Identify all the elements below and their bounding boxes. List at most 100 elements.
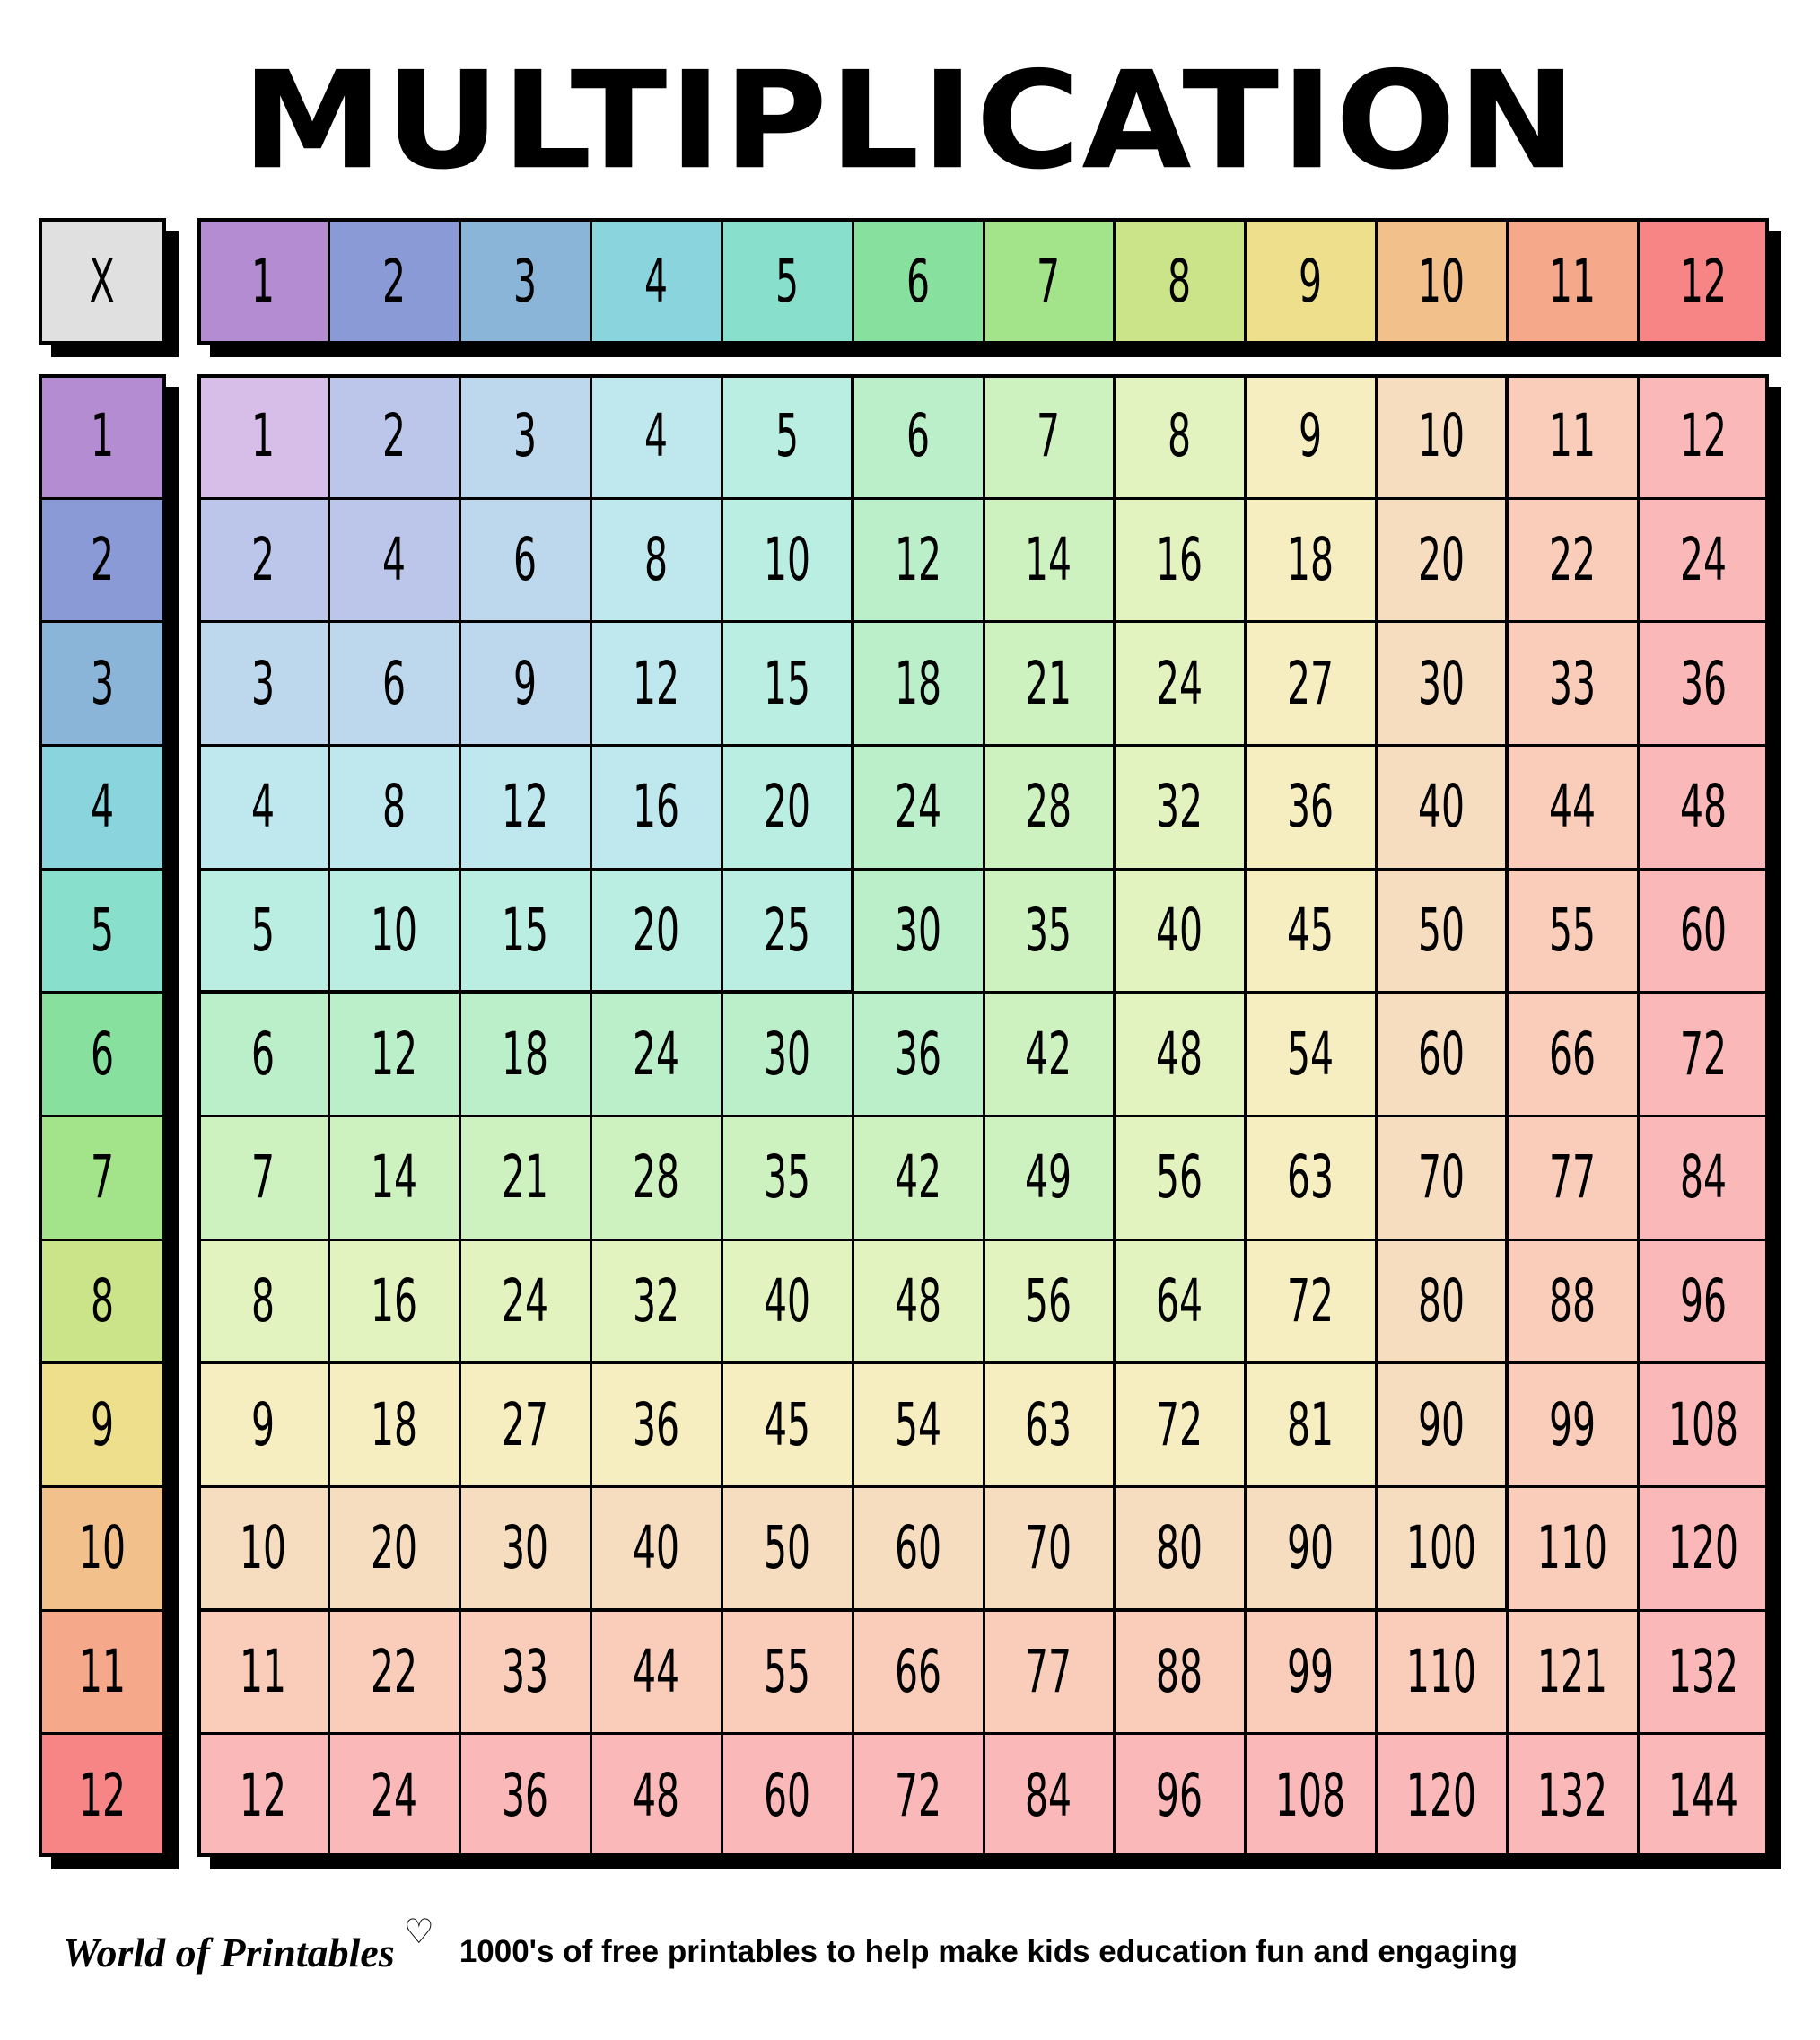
table-cell-value: 6	[250, 1019, 275, 1089]
table-cell: 6	[852, 374, 984, 498]
table-cell-value: 4	[643, 401, 668, 471]
table-row-divider	[197, 1115, 1769, 1117]
table-cell-value: 22	[1549, 524, 1597, 594]
table-cell-value: 40	[1418, 772, 1466, 842]
table-cell: 18	[1245, 497, 1377, 622]
table-cell-value: 21	[501, 1143, 548, 1213]
corner-cell-value: X	[89, 247, 116, 316]
table-cell-value: 108	[1275, 1760, 1346, 1830]
table-cell-value: 20	[632, 895, 679, 965]
header-divider	[1637, 218, 1641, 345]
table-cell: 30	[852, 868, 984, 993]
table-cell-value: 16	[632, 772, 679, 842]
header-divider	[1244, 218, 1247, 345]
table-cell-value: 18	[1287, 524, 1334, 594]
table-cell: 33	[459, 1609, 591, 1734]
table-cell-value: 84	[1679, 1143, 1728, 1213]
table-cell: 28	[983, 745, 1115, 869]
table-cell-value: 40	[763, 1265, 810, 1335]
table-cell-value: 60	[1418, 1019, 1466, 1089]
table-cell-value: 24	[894, 772, 941, 842]
table-cell-value: 24	[1679, 524, 1728, 594]
table-cell-value: 21	[1025, 648, 1072, 718]
table-cell: 48	[1638, 745, 1769, 869]
table-cell-value: 32	[1156, 772, 1203, 842]
table-cell: 10	[1376, 374, 1508, 498]
heart-icon: ♡	[403, 1912, 434, 1951]
table-cell: 10	[197, 1486, 328, 1610]
row-header-9-value: 9	[90, 1389, 115, 1459]
table-cell-value: 55	[763, 1636, 810, 1706]
label-row-divider	[39, 1238, 166, 1241]
table-cell-value: 40	[1156, 895, 1203, 965]
column-header-2: 2	[328, 218, 459, 345]
table-cell: 33	[1507, 621, 1639, 745]
table-cell-value: 60	[894, 1513, 941, 1583]
table-row-divider	[197, 1361, 1769, 1365]
table-cell-value: 70	[1025, 1513, 1072, 1583]
column-header-5: 5	[721, 218, 853, 345]
header-border	[197, 218, 1769, 345]
table-cell: 4	[590, 374, 722, 498]
table-cell: 24	[852, 745, 984, 869]
table-cell: 11	[1507, 374, 1639, 498]
table-cell-value: 99	[1287, 1636, 1334, 1706]
table-cell-value: 4	[250, 772, 275, 842]
table-cell: 55	[1507, 868, 1639, 993]
table-cell-value: 72	[1679, 1019, 1728, 1089]
table-cell: 6	[459, 497, 591, 622]
table-cell-value: 32	[632, 1265, 679, 1335]
row-header-2: 2	[39, 497, 166, 622]
table-cell: 3	[459, 374, 591, 498]
table-cell-value: 72	[894, 1760, 941, 1830]
table-cell: 11	[197, 1609, 328, 1734]
row-header-10-value: 10	[78, 1513, 127, 1583]
table-cell: 20	[328, 1486, 459, 1610]
table-cell-value: 36	[1287, 772, 1334, 842]
table-cell-value: 48	[632, 1760, 679, 1830]
table-cell-value: 45	[1287, 895, 1334, 965]
table-cell: 108	[1638, 1362, 1769, 1486]
table-cell: 99	[1245, 1609, 1377, 1734]
label-row-divider	[39, 620, 166, 624]
header-divider	[1113, 218, 1116, 345]
table-row-divider	[197, 496, 1769, 500]
table-cell: 64	[1114, 1239, 1246, 1363]
table-cell: 30	[459, 1486, 591, 1610]
table-cell: 63	[1245, 1116, 1377, 1239]
table-cell: 6	[197, 992, 328, 1116]
table-cell-value: 11	[1549, 401, 1597, 471]
table-cell-value: 90	[1418, 1389, 1466, 1459]
table-cell: 144	[1638, 1733, 1769, 1857]
table-cell-value: 132	[1537, 1760, 1608, 1830]
table-cell-value: 35	[763, 1143, 810, 1213]
table-row-divider	[197, 991, 1769, 994]
table-cell-value: 33	[501, 1636, 548, 1706]
table-cell: 40	[1376, 745, 1508, 869]
row-header-2-value: 2	[90, 524, 115, 594]
row-header-7: 7	[39, 1116, 166, 1239]
table-cell-value: 27	[501, 1389, 548, 1459]
table-cell-value: 60	[1679, 895, 1728, 965]
column-header-5-value: 5	[774, 247, 799, 316]
table-cell-value: 90	[1287, 1513, 1334, 1583]
table-cell-value: 7	[1037, 401, 1061, 471]
table-cell-value: 12	[894, 524, 941, 594]
column-header-6-value: 6	[906, 247, 930, 316]
table-cell-value: 20	[763, 772, 810, 842]
table-cell-value: 24	[632, 1019, 679, 1089]
table-cell-value: 42	[894, 1143, 941, 1213]
label-row-divider	[39, 744, 166, 747]
table-cell-value: 48	[1679, 772, 1728, 842]
table-cell: 10	[721, 497, 853, 622]
table-cell-value: 18	[894, 648, 941, 718]
table-cell-value: 9	[250, 1389, 275, 1459]
row-header-5: 5	[39, 868, 166, 993]
table-cell: 88	[1114, 1609, 1246, 1734]
table-cell: 72	[1638, 992, 1769, 1116]
table-cell: 4	[197, 745, 328, 869]
table-cell-value: 8	[381, 772, 406, 842]
table-cell: 21	[459, 1116, 591, 1239]
row-header-8: 8	[39, 1239, 166, 1363]
table-cell: 12	[197, 1733, 328, 1857]
